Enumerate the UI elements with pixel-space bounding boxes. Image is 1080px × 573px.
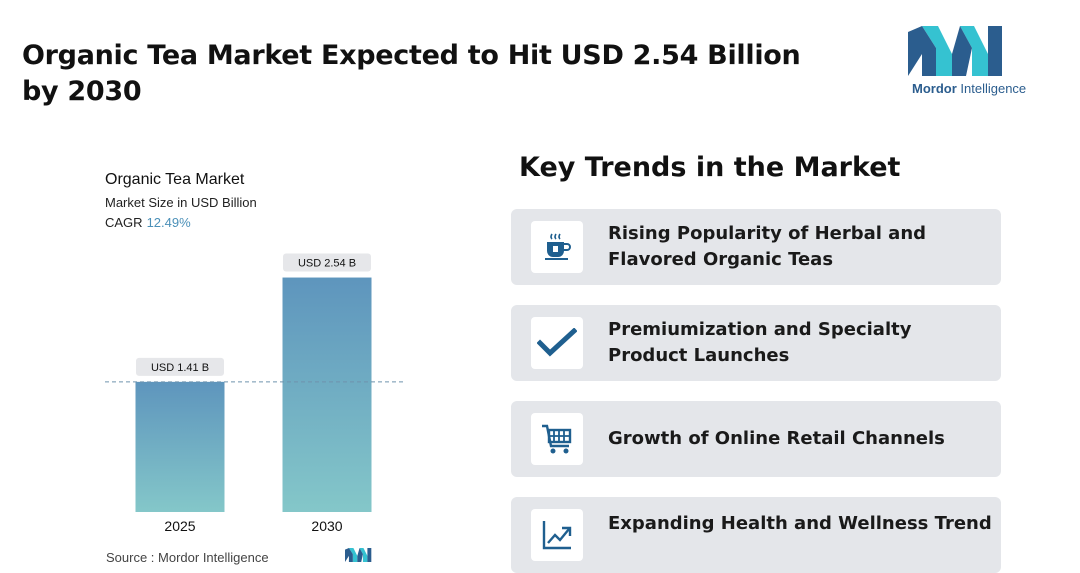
data-label-bg [283,253,371,272]
growth-chart-icon [531,509,583,561]
bar-2030 [282,277,372,512]
data-label-bg [136,357,224,376]
trend-card-health: Expanding Health and Wellness Trend [511,497,1001,573]
tea-cup-icon [531,221,583,273]
data-label-2030: USD 2.54 B [298,258,356,270]
trend-label: Rising Popularity of Herbal and Flavored… [608,223,927,270]
mordor-mini-logo-icon [345,548,372,562]
data-label-2025: USD 1.41 B [151,362,209,374]
x-tick-label-2025: 2025 [164,518,195,534]
chart-subtitle: Market Size in USD Billion [105,195,257,210]
logo-wordmark: Mordor Intelligence [912,81,1027,96]
key-trends-title: Key Trends in the Market [519,152,901,183]
cagr-label: CAGR [105,215,143,230]
page-title: Organic Tea Market Expected to Hit USD 2… [22,40,801,107]
bar-chart: USD 1.41 B 2025 USD 2.54 B 2030 [105,253,405,534]
cagr-value: 12.49% [146,215,191,230]
trend-card-premiumization: Premiumization and Specialty Product Lau… [511,305,1001,381]
mordor-logo: Mordor Intelligence [908,26,1030,98]
trend-card-online-retail: Growth of Online Retail Channels [511,401,1001,477]
chart-source: Source : Mordor Intelligence [106,550,269,565]
trend-label: Expanding Health and Wellness Trend [608,513,992,534]
trend-label: Growth of Online Retail Channels [608,428,945,449]
checkmark-icon [531,317,583,369]
x-tick-label-2030: 2030 [311,518,342,534]
trend-label: Premiumization and Specialty Product Lau… [608,319,912,366]
trend-card-herbal: Rising Popularity of Herbal and Flavored… [511,209,1001,285]
chart-title: Organic Tea Market [105,171,245,188]
shopping-cart-icon [531,413,583,465]
mordor-logo-icon [908,26,1002,76]
bar-2025 [135,381,225,512]
chart-cagr: CAGR 12.49% [105,215,191,230]
